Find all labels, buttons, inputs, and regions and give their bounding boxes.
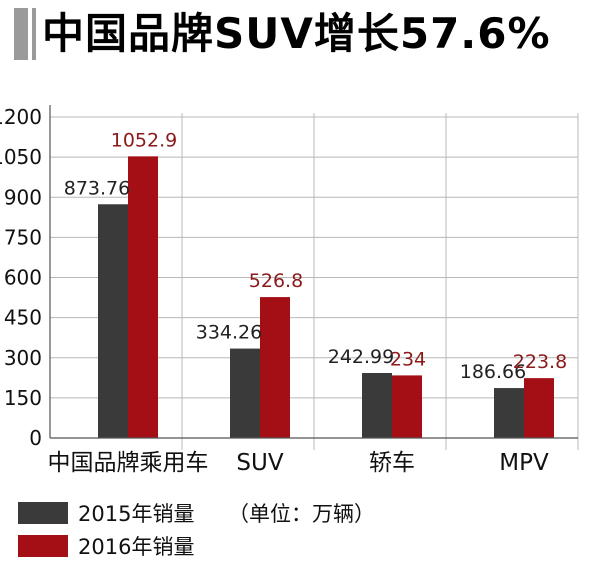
y-tick-label: 150 <box>4 386 42 410</box>
category-label: 轿车 <box>369 450 415 476</box>
data-label-2016: 234 <box>390 348 426 370</box>
category-label: SUV <box>236 450 283 476</box>
data-label-2015: 242.99 <box>328 346 394 368</box>
data-label-2015: 334.26 <box>196 322 262 344</box>
bar-2016-2 <box>392 375 422 438</box>
legend: 2015年销量 （单位：万辆） 2016年销量 <box>18 502 375 559</box>
data-label-2015: 873.76 <box>64 177 130 199</box>
data-label-2016: 526.8 <box>249 270 303 292</box>
axes <box>49 105 578 439</box>
bar-2015-3 <box>494 388 524 438</box>
category-label: 中国品牌乘用车 <box>48 450 209 476</box>
unit-note: （单位：万辆） <box>228 502 375 526</box>
title-accent-line <box>32 8 36 60</box>
y-tick-label: 450 <box>4 306 42 330</box>
bar-2015-1 <box>230 348 260 438</box>
legend-label-2015: 2015年销量 <box>78 502 194 526</box>
y-tick-label: 600 <box>4 266 42 290</box>
chart-title: 中国品牌SUV增长57.6% <box>42 9 551 58</box>
bar-2016-0 <box>128 156 158 438</box>
y-tick-label: 0 <box>29 426 42 450</box>
bars <box>98 156 554 438</box>
data-label-2016: 1052.9 <box>111 129 177 151</box>
bar-2015-0 <box>98 204 128 438</box>
y-tick-label: 1200 <box>0 105 42 129</box>
x-axis-categories: 中国品牌乘用车 SUV 轿车 MPV <box>48 450 549 476</box>
y-tick-label: 900 <box>4 185 42 209</box>
bar-2016-1 <box>260 297 290 438</box>
y-axis-ticks: 0 150 300 450 600 750 900 1050 1200 <box>0 105 42 450</box>
bar-2016-3 <box>524 378 554 438</box>
y-tick-label: 750 <box>4 225 42 249</box>
data-label-2015: 186.66 <box>460 361 526 383</box>
legend-swatch-2015 <box>18 502 68 524</box>
category-label: MPV <box>499 450 549 476</box>
legend-label-2016: 2016年销量 <box>78 535 194 559</box>
bar-2015-2 <box>362 373 392 438</box>
data-label-2016: 223.8 <box>513 351 567 373</box>
y-tick-label: 1050 <box>0 145 42 169</box>
title-accent-bar <box>14 8 28 60</box>
legend-swatch-2016 <box>18 535 68 557</box>
y-tick-label: 300 <box>4 346 42 370</box>
